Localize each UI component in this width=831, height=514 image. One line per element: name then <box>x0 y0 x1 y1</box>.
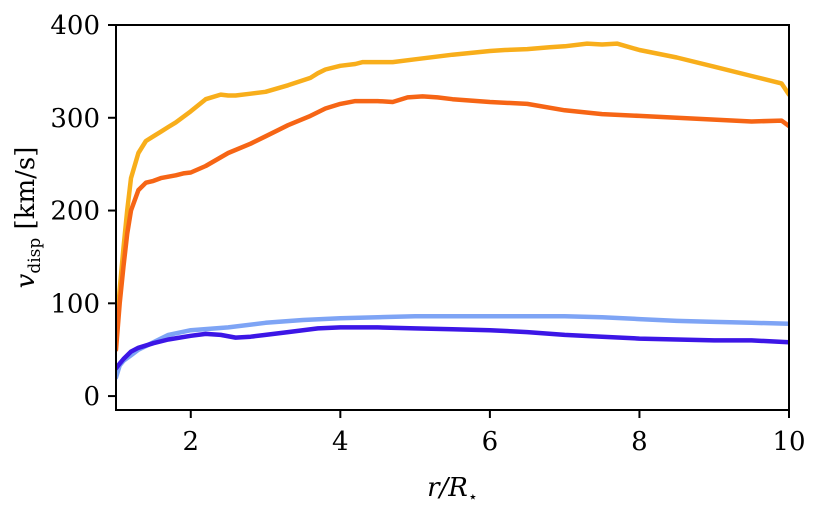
series-line-3 <box>116 314 789 380</box>
x-tick-label: 10 <box>772 427 805 457</box>
y-axis-title: vdisp [km/s] <box>11 147 45 289</box>
series-layer <box>116 41 789 380</box>
y-tick-label: 400 <box>50 11 100 41</box>
x-axis-title: r/R⋆ <box>427 473 478 506</box>
series-line-4 <box>116 325 789 371</box>
y-tick-label: 0 <box>83 382 100 412</box>
y-ticks: 0 100 200 300 400 <box>50 11 116 412</box>
x-tick-label: 8 <box>631 427 648 457</box>
plot-frame <box>115 24 790 411</box>
x-axis-label: r/R⋆ <box>427 473 478 506</box>
y-tick-label: 300 <box>50 104 100 134</box>
x-tick-label: 6 <box>482 427 499 457</box>
x-tick-label: 4 <box>332 427 349 457</box>
x-tick-label: 2 <box>183 427 200 457</box>
y-tick-label: 100 <box>50 289 100 319</box>
y-tick-label: 200 <box>50 197 100 227</box>
series-line-1 <box>116 41 789 343</box>
y-axis-label: vdisp [km/s] <box>11 147 45 289</box>
x-ticks: 2 4 6 8 10 <box>183 410 806 457</box>
series-line-2 <box>116 94 789 352</box>
